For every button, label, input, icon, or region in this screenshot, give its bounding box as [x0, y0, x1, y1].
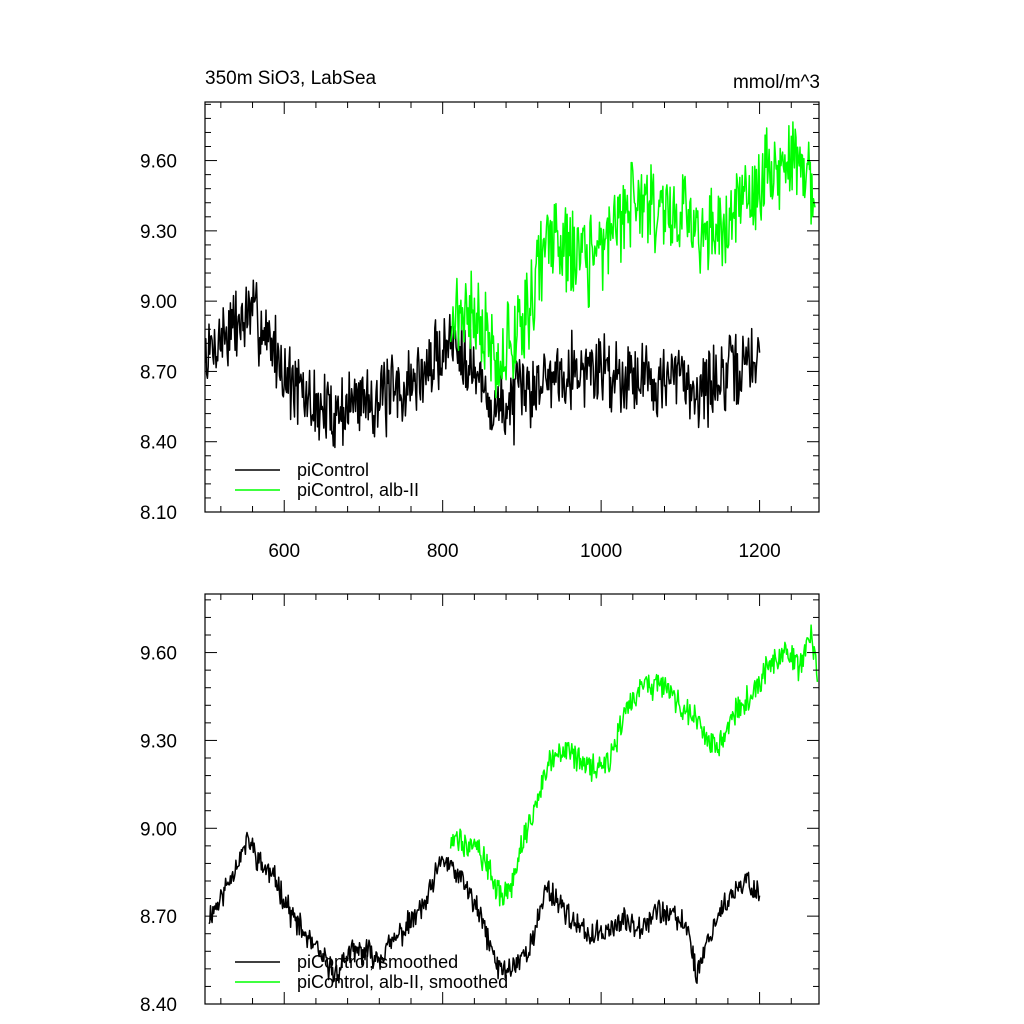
- bottom-series-layer: [208, 624, 819, 984]
- bottom-panel: 8.40 8.70 9.00 9.30 9.60 piControl, smoothed…: [140, 593, 820, 1016]
- top-tick-layer: 600 800 1000 1200 8.10 8.40 8.70 9.00 9.30 9.60: [140, 102, 819, 562]
- top-series-picontrol-line: [205, 279, 761, 449]
- bottom-series-picontrol-alb-ii-smoothed-line: [449, 624, 819, 907]
- bottom-ytick-label-9.00: 9.00: [140, 819, 177, 840]
- bottom-tick-layer: 8.40 8.70 9.00 9.30 9.60: [140, 594, 819, 1016]
- top-series-picontrol-alb-ii-line: [449, 121, 816, 399]
- bottom-ytick-label-9.30: 9.30: [140, 731, 177, 752]
- top-plot-frame: [204, 101, 820, 513]
- top-ytick-label-8.10: 8.10: [140, 503, 177, 524]
- top-xtick-label-1000: 1000: [580, 541, 622, 562]
- bottom-legend: piControl, smoothed piControl, alb-II, s…: [235, 952, 508, 992]
- bottom-ytick-label-8.40: 8.40: [140, 995, 177, 1016]
- bottom-plot-frame: [204, 593, 820, 1005]
- legend-label-picontrol-smoothed: piControl, smoothed: [297, 952, 458, 972]
- top-ytick-label-8.70: 8.70: [140, 362, 177, 383]
- top-xtick-label-800: 800: [427, 541, 459, 562]
- legend-label-picontrol-alb-ii: piControl, alb-II: [297, 480, 419, 500]
- top-series-layer: [205, 121, 816, 449]
- chart-title: 350m SiO3, LabSea: [205, 68, 377, 89]
- bottom-ytick-label-9.60: 9.60: [140, 644, 177, 665]
- bottom-series-picontrol-smoothed-line: [208, 831, 761, 984]
- top-legend: piControl piControl, alb-II: [235, 460, 419, 500]
- legend-label-picontrol: piControl: [297, 460, 369, 480]
- top-xtick-label-1200: 1200: [738, 541, 780, 562]
- top-ytick-label-9.60: 9.60: [140, 152, 177, 173]
- units-label: mmol/m^3: [733, 72, 820, 93]
- top-ytick-label-9.00: 9.00: [140, 292, 177, 313]
- top-xtick-label-600: 600: [268, 541, 300, 562]
- bottom-ytick-label-8.70: 8.70: [140, 907, 177, 928]
- top-panel: 350m SiO3, LabSea mmol/m^3 600 800 1000 120…: [140, 68, 820, 562]
- top-ytick-label-9.30: 9.30: [140, 222, 177, 243]
- legend-label-picontrol-alb-ii-smoothed: piControl, alb-II, smoothed: [297, 972, 508, 992]
- top-ytick-label-8.40: 8.40: [140, 433, 177, 454]
